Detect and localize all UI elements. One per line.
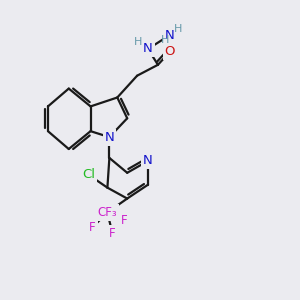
- Text: Cl: Cl: [82, 168, 95, 181]
- Text: O: O: [165, 45, 175, 58]
- Text: F: F: [121, 214, 128, 227]
- Text: CF₃: CF₃: [98, 206, 117, 219]
- Text: N: N: [104, 130, 114, 144]
- Text: H: H: [161, 35, 169, 45]
- Text: N: N: [143, 154, 153, 167]
- Text: F: F: [109, 227, 116, 240]
- Text: H: H: [134, 37, 142, 47]
- Text: N: N: [143, 42, 153, 56]
- Text: H: H: [174, 24, 182, 34]
- Text: N: N: [165, 28, 175, 42]
- Text: F: F: [89, 221, 96, 234]
